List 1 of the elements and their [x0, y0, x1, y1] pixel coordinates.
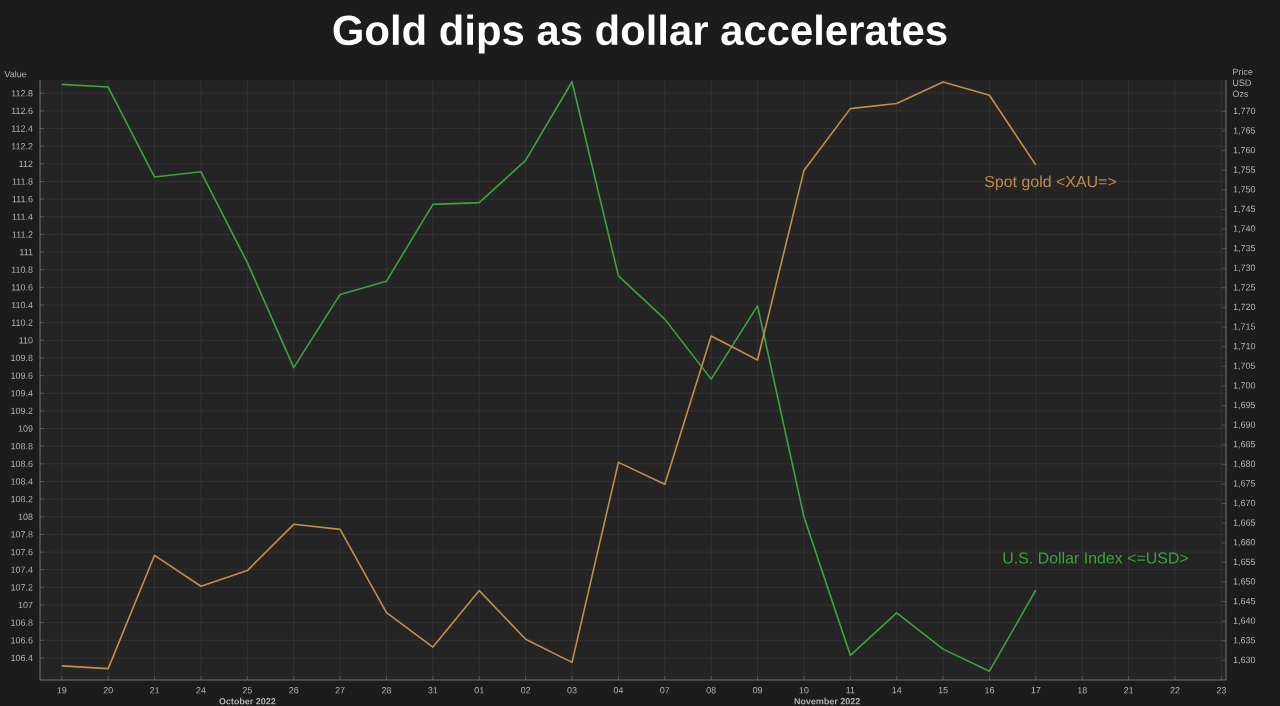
chart-title: Gold dips as dollar accelerates	[333, 14, 947, 54]
